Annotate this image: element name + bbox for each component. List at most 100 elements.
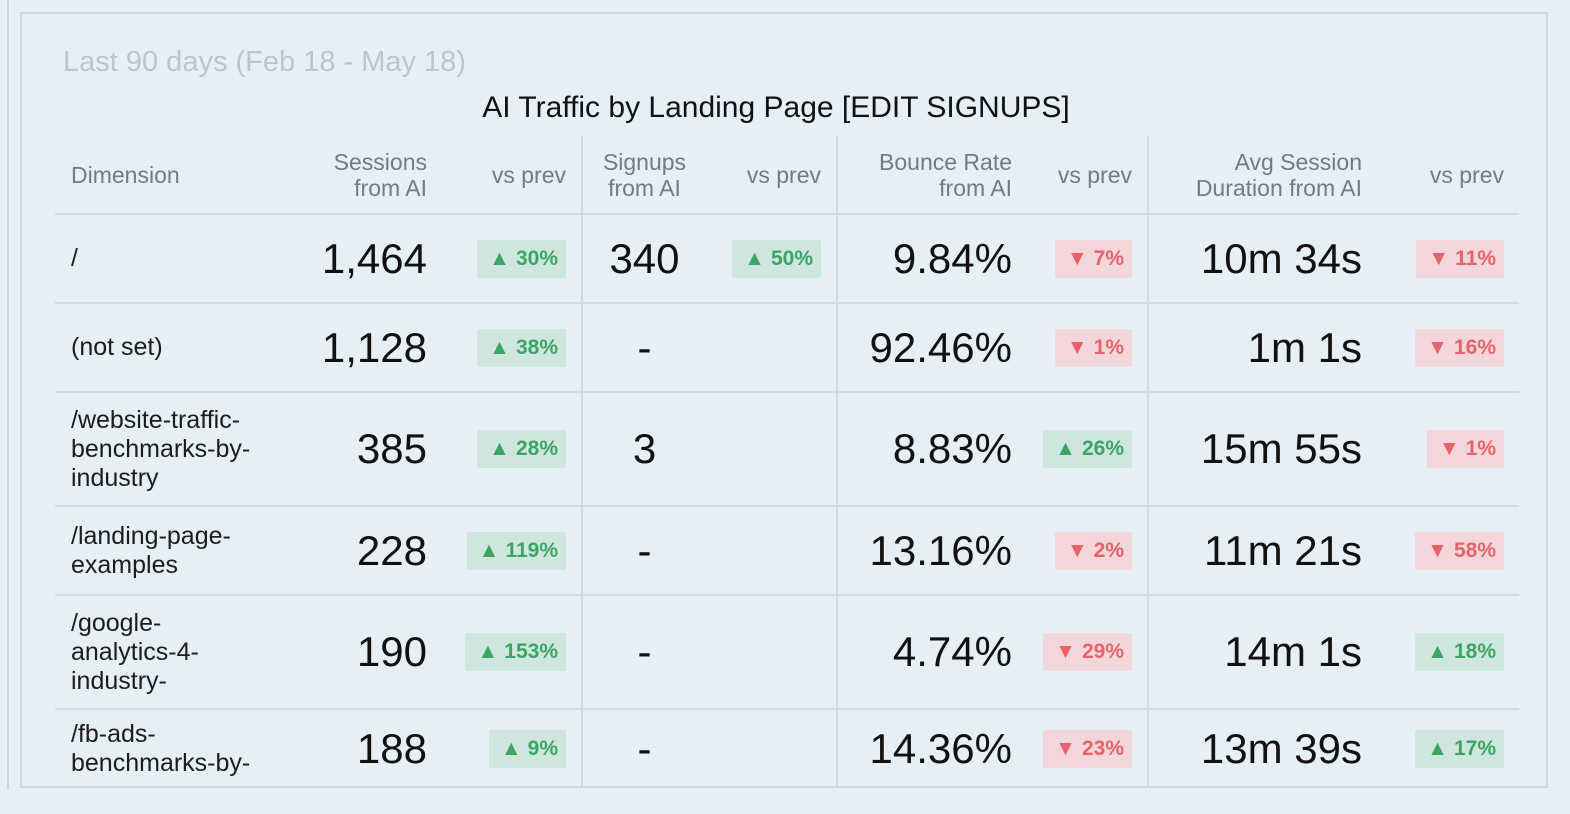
cell-duration_change: ▼ 58% [1362,506,1519,596]
change-badge: ▲ 38% [477,328,566,367]
cell-signups_change [706,506,837,596]
change-value: 1% [1465,437,1496,460]
change-value: 9% [527,737,558,760]
cell-sessions_change: ▲ 119% [427,506,582,596]
change-value: 2% [1093,538,1124,562]
table-row[interactable]: /landing-page-examples 228 ▲ 119% -13.16% ▼ 2%… [55,506,1519,596]
cell-dimension[interactable]: /google-analytics-4- industry- [55,595,285,710]
header-duration-vs-prev[interactable]: vs prev [1362,136,1519,215]
cell-sessions_change: ▲ 30% [427,214,582,304]
cell-sessions_change: ▲ 153% [427,595,582,710]
cell-duration: 13m 39s [1147,709,1362,786]
cell-dimension[interactable]: (not set) [55,303,285,393]
triangle-down-icon: ▼ [1055,640,1076,663]
cell-duration_change: ▲ 18% [1362,595,1519,710]
table-row[interactable]: /website-traffic-benchmarks-by-industry 3… [55,392,1519,507]
change-badge: ▼ 11% [1416,239,1504,278]
table-row[interactable]: /fb-ads-benchmarks-by- 188 ▲ 9% -14.36% ▼ 23% 1… [55,709,1519,786]
cell-signups_change [706,392,837,507]
cell-bounce: 8.83% [836,392,1012,507]
change-value: 119% [505,538,558,562]
cell-duration: 1m 1s [1147,303,1362,393]
triangle-down-icon: ▼ [1427,538,1448,562]
table-row[interactable]: (not set) 1,128 ▲ 38% -92.46% ▼ 1% 1m 1s ▼ 16% [55,303,1519,393]
change-badge: ▼ 58% [1415,531,1504,570]
change-badge: ▼ 7% [1054,239,1132,278]
change-value: 38% [515,335,558,359]
dimension-line: /fb-ads- [71,720,156,748]
cell-signups_change [706,303,837,393]
cell-duration_change: ▼ 1% [1362,392,1519,507]
triangle-up-icon: ▲ [1427,640,1448,663]
change-badge: ▲ 18% [1415,633,1504,671]
change-badge: ▼ 2% [1054,531,1132,570]
change-badge: ▲ 26% [1043,430,1132,468]
triangle-down-icon: ▼ [1066,335,1088,359]
triangle-up-icon: ▲ [1427,737,1448,760]
table-title: AI Traffic by Landing Page [EDIT SIGNUPS… [482,91,1070,124]
change-badge: ▲ 9% [488,730,566,768]
dimension-line: industry [71,463,159,492]
cell-signups: - [581,303,706,393]
cell-dimension[interactable]: /website-traffic-benchmarks-by-industry [55,392,285,507]
change-value: 153% [504,640,558,663]
dimension-line: examples [71,550,178,579]
header-sessions-vs-prev[interactable]: vs prev [427,136,582,215]
cell-sessions_change: ▲ 9% [427,709,582,786]
cell-duration_change: ▼ 11% [1362,214,1519,304]
change-badge: ▲ 50% [732,239,821,278]
dimension-line: /google- [71,608,162,637]
change-badge: ▲ 119% [466,531,566,570]
dimension-line: benchmarks-by- [71,749,251,777]
header-dimension[interactable]: Dimension [55,136,285,215]
change-badge: ▼ 1% [1054,328,1132,367]
change-badge: ▲ 28% [477,430,566,468]
cell-bounce: 4.74% [836,595,1012,710]
cell-dimension[interactable]: /fb-ads-benchmarks-by- [55,709,285,786]
cell-bounce: 14.36% [836,709,1012,786]
cell-dimension[interactable]: / [55,214,285,304]
table-body: /1,464 ▲ 30% 340 ▲ 50% 9.84% ▼ 7% 10m 34s ▼ 11% (not… [55,214,1519,786]
cell-duration: 15m 55s [1147,392,1362,507]
cell-bounce: 13.16% [836,506,1012,596]
date-range-label[interactable]: Last 90 days (Feb 18 - May 18) [63,46,466,78]
header-bounce-vs-prev[interactable]: vs prev [1012,136,1148,215]
triangle-down-icon: ▼ [1066,538,1088,562]
header-signups[interactable]: Signups from AI [581,136,706,215]
left-panel-edge [0,0,9,790]
cell-signups: - [581,709,706,786]
triangle-up-icon: ▲ [1055,437,1076,460]
cell-bounce: 9.84% [836,214,1012,304]
header-bounce-rate[interactable]: Bounce Rate from AI [836,136,1012,215]
dimension-line: /website-traffic- [71,405,241,434]
change-value: 23% [1081,737,1124,760]
header-signups-vs-prev[interactable]: vs prev [706,136,837,215]
cell-signups_change [706,709,837,786]
cell-signups_change: ▲ 50% [706,214,837,304]
triangle-up-icon: ▲ [489,335,510,359]
cell-signups: 340 [581,214,706,304]
landing-page-table: Dimension Sessions from AI vs prev Signup… [55,136,1519,786]
triangle-up-icon: ▲ [489,246,510,270]
dimension-line: benchmarks-by- [71,434,251,463]
header-avg-session-duration[interactable]: Avg Session Duration from AI [1147,136,1362,215]
change-badge: ▼ 16% [1415,328,1504,367]
cell-duration_change: ▼ 16% [1362,303,1519,393]
table-row[interactable]: /1,464 ▲ 30% 340 ▲ 50% 9.84% ▼ 7% 10m 34s ▼ 11% [55,214,1519,304]
cell-sessions: 188 [285,709,427,786]
change-value: 1% [1093,335,1124,359]
header-row: Dimension Sessions from AI vs prev Signup… [55,136,1519,215]
triangle-up-icon: ▲ [500,737,522,760]
change-badge: ▼ 29% [1043,633,1132,671]
cell-duration_change: ▲ 17% [1362,709,1519,786]
change-badge: ▼ 23% [1043,730,1132,768]
cell-sessions: 385 [285,392,427,507]
cell-bounce: 92.46% [836,303,1012,393]
cell-duration: 14m 1s [1147,595,1362,710]
change-badge: ▲ 153% [465,633,566,671]
table-row[interactable]: /google-analytics-4- industry- 190 ▲ 153% -4.… [55,595,1519,710]
cell-dimension[interactable]: /landing-page-examples [55,506,285,596]
dimension-line: /landing-page- [71,521,231,550]
header-sessions[interactable]: Sessions from AI [285,136,427,215]
cell-bounce_change: ▼ 1% [1012,303,1148,393]
